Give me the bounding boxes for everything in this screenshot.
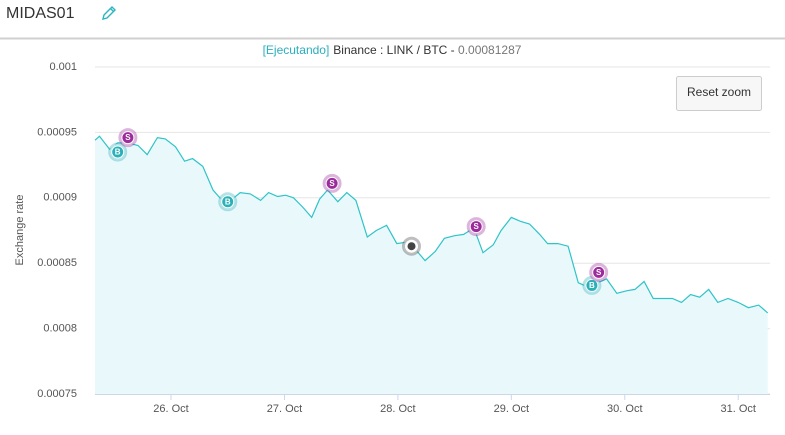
y-axis-label: Exchange rate xyxy=(14,195,26,266)
status-state: [Ejecutando] xyxy=(263,43,330,57)
marker-label: B xyxy=(589,281,595,290)
status-line: [Ejecutando] Binance : LINK / BTC - 0.000… xyxy=(263,43,522,57)
button-label[interactable]: Reset zoom xyxy=(687,85,751,99)
button-box[interactable] xyxy=(676,76,762,111)
marker-dot xyxy=(122,132,134,144)
trade-marker: B xyxy=(108,142,128,162)
y-tick-label: 0.00085 xyxy=(37,257,77,269)
page-title: MIDAS01 xyxy=(6,5,75,22)
x-tick-label: 27. Oct xyxy=(267,403,302,415)
marker-dot xyxy=(326,177,338,189)
x-tick-label: 28. Oct xyxy=(380,403,415,415)
x-tick-label: 30. Oct xyxy=(607,403,642,415)
y-tick-label: 0.0009 xyxy=(43,192,77,204)
trade-marker: S xyxy=(589,262,609,282)
trade-marker: B xyxy=(582,275,602,295)
marker-label: S xyxy=(596,268,602,277)
marker-dot xyxy=(470,221,482,233)
edit-icon[interactable] xyxy=(102,6,116,20)
x-tick-label: 29. Oct xyxy=(494,403,529,415)
marker-dot xyxy=(586,279,598,291)
trade-marker: B xyxy=(218,192,238,212)
trade-marker: S xyxy=(118,128,138,148)
area xyxy=(95,136,768,395)
plot: 0.00075 0.0008 0.00085 0.0009 0.00095 0.001 26… xyxy=(37,61,770,415)
line xyxy=(94,135,769,314)
marker-dot xyxy=(593,266,605,278)
y-tick-label: 0.001 xyxy=(49,61,77,73)
marker-dot xyxy=(407,242,416,251)
marker-label: B xyxy=(115,148,121,157)
status-market: Binance : LINK / BTC - xyxy=(333,43,458,57)
status-price: 0.00081287 xyxy=(458,43,522,57)
y-tick-label: 0.00095 xyxy=(37,126,77,138)
x-tick-label: 31. Oct xyxy=(721,403,756,415)
marker-dot xyxy=(112,146,124,158)
marker-label: S xyxy=(474,222,480,231)
y-tick-label: 0.0008 xyxy=(43,323,77,335)
marker-label: S xyxy=(329,179,335,188)
x-tick-label: 26. Oct xyxy=(153,403,188,415)
trade-marker: S xyxy=(322,173,342,193)
marker-dot xyxy=(222,196,234,208)
reset-zoom-button[interactable]: Reset zoom xyxy=(676,76,762,111)
marker-label: S xyxy=(125,133,131,142)
trade-marker: S xyxy=(466,217,486,237)
y-tick-label: 0.00075 xyxy=(37,388,77,400)
trade-marker xyxy=(402,236,422,256)
marker-label: B xyxy=(225,197,231,206)
